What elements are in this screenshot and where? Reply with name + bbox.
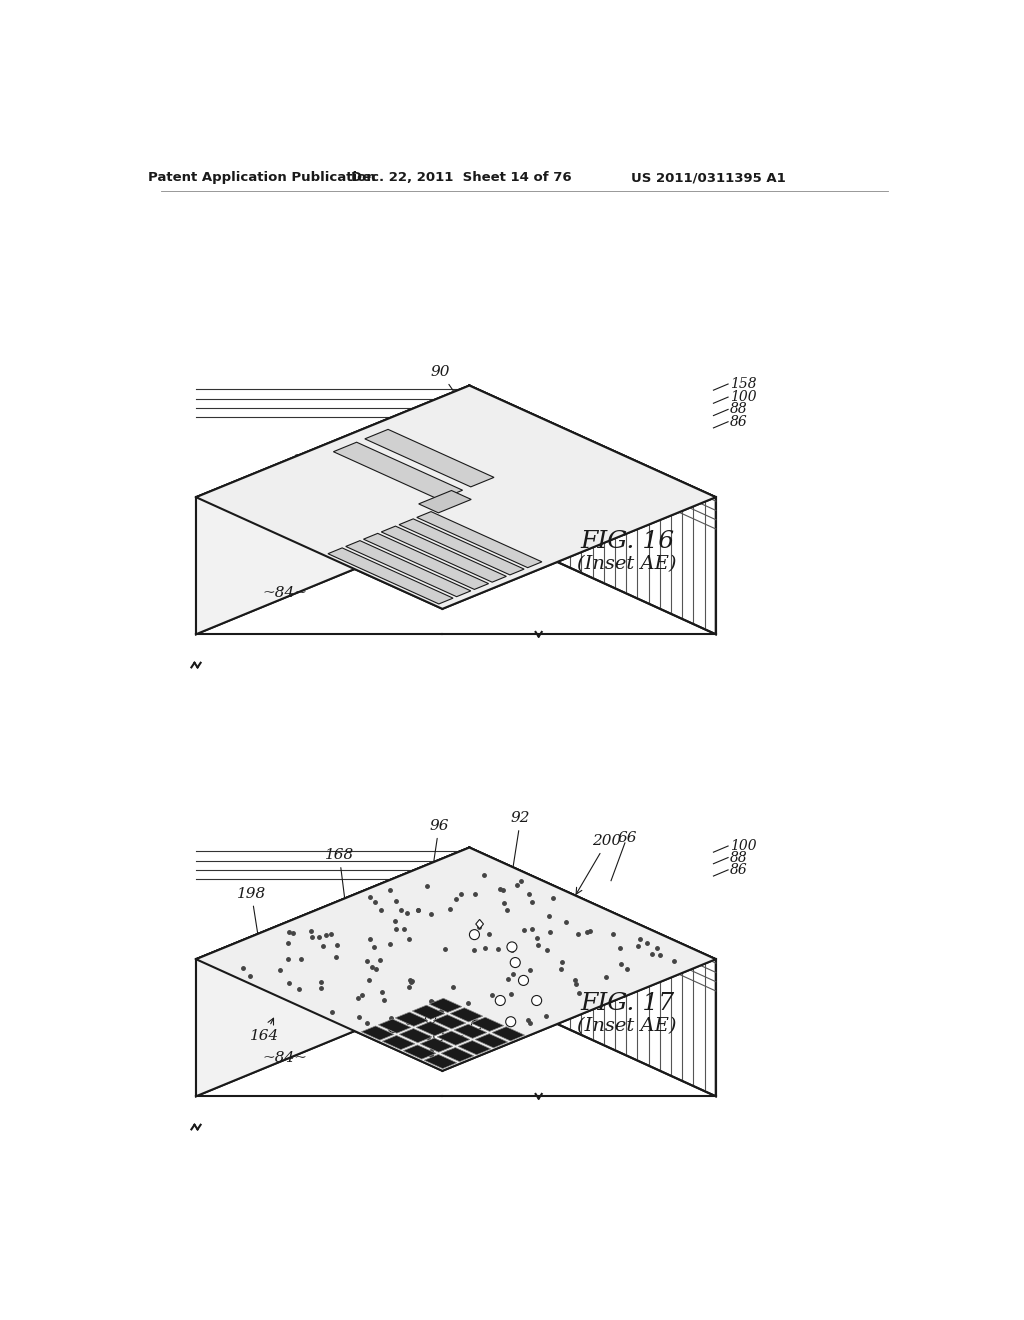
- Polygon shape: [196, 385, 469, 635]
- Circle shape: [506, 1016, 516, 1027]
- Text: FIG. 17: FIG. 17: [581, 991, 674, 1015]
- Text: 90: 90: [431, 366, 463, 405]
- Circle shape: [518, 975, 528, 986]
- Text: 92: 92: [510, 810, 530, 876]
- Polygon shape: [454, 1024, 486, 1039]
- Polygon shape: [417, 512, 542, 568]
- Text: ~84~: ~84~: [262, 1051, 307, 1065]
- Polygon shape: [395, 1012, 428, 1027]
- Circle shape: [471, 1020, 481, 1030]
- Polygon shape: [381, 527, 506, 582]
- Polygon shape: [419, 491, 471, 513]
- Text: 88: 88: [730, 850, 748, 865]
- Text: 100: 100: [730, 840, 757, 853]
- Circle shape: [496, 995, 505, 1006]
- Text: 66: 66: [617, 830, 637, 845]
- Text: 200: 200: [577, 834, 622, 894]
- Polygon shape: [458, 1040, 490, 1055]
- Text: (Inset AE): (Inset AE): [578, 1018, 677, 1035]
- Polygon shape: [328, 548, 453, 605]
- Text: US 2011/0311395 A1: US 2011/0311395 A1: [631, 172, 785, 185]
- Polygon shape: [441, 1048, 474, 1061]
- Polygon shape: [476, 920, 483, 929]
- Polygon shape: [382, 1035, 415, 1049]
- Polygon shape: [492, 1027, 524, 1041]
- Text: 86: 86: [730, 863, 748, 876]
- Text: 168: 168: [325, 849, 354, 919]
- Circle shape: [531, 995, 542, 1006]
- Polygon shape: [475, 1034, 508, 1048]
- Circle shape: [388, 1022, 398, 1032]
- Polygon shape: [451, 1007, 482, 1022]
- Polygon shape: [399, 519, 524, 576]
- Polygon shape: [471, 1018, 504, 1031]
- Polygon shape: [196, 847, 469, 1096]
- Polygon shape: [420, 1038, 453, 1052]
- Circle shape: [510, 957, 520, 968]
- Polygon shape: [364, 533, 488, 590]
- Text: 204: 204: [292, 454, 323, 499]
- Text: 164: 164: [250, 1018, 280, 1043]
- Circle shape: [434, 1031, 443, 1041]
- Polygon shape: [433, 1015, 466, 1028]
- Polygon shape: [413, 1006, 444, 1019]
- Polygon shape: [334, 442, 463, 500]
- Text: 198: 198: [237, 887, 266, 944]
- Text: 96: 96: [428, 818, 449, 887]
- Text: 88: 88: [730, 403, 748, 416]
- Polygon shape: [378, 1019, 411, 1034]
- Text: FIG. 16: FIG. 16: [581, 529, 674, 553]
- Polygon shape: [399, 1028, 432, 1043]
- Text: 158: 158: [730, 378, 757, 391]
- Polygon shape: [346, 541, 471, 597]
- Text: (Inset AE): (Inset AE): [578, 556, 677, 573]
- Polygon shape: [403, 1045, 436, 1059]
- Text: Patent Application Publication: Patent Application Publication: [147, 172, 376, 185]
- Circle shape: [469, 929, 479, 940]
- Polygon shape: [429, 998, 462, 1012]
- Polygon shape: [424, 1055, 457, 1069]
- Text: 86: 86: [730, 414, 748, 429]
- Polygon shape: [469, 847, 716, 1096]
- Polygon shape: [469, 385, 716, 635]
- Text: Dec. 22, 2011  Sheet 14 of 76: Dec. 22, 2011 Sheet 14 of 76: [351, 172, 572, 185]
- Polygon shape: [365, 429, 494, 487]
- Text: ~84~: ~84~: [262, 586, 307, 601]
- Polygon shape: [196, 385, 716, 609]
- Polygon shape: [416, 1022, 449, 1036]
- Circle shape: [507, 942, 517, 952]
- Polygon shape: [437, 1031, 470, 1045]
- Text: 100: 100: [730, 391, 757, 404]
- Polygon shape: [196, 847, 716, 1071]
- Circle shape: [426, 1014, 435, 1023]
- Polygon shape: [361, 1026, 394, 1040]
